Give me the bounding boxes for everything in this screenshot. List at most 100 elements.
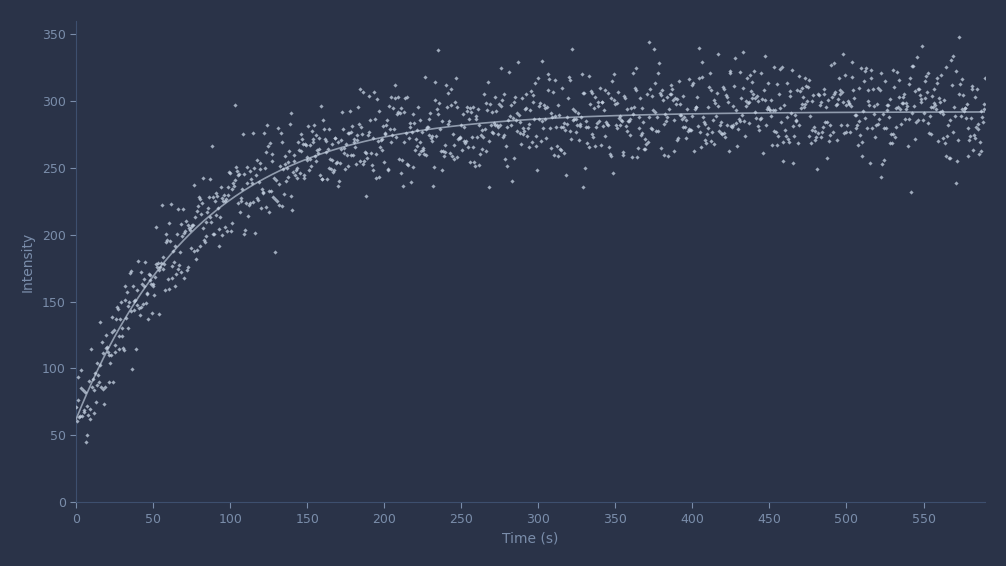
Point [918,71,935,80]
Point [880,101,896,110]
Point [588,93,604,102]
Point [730,125,746,134]
Point [286,150,302,159]
Point [164,274,180,283]
Point [582,86,599,95]
Point [85,374,101,383]
Point [514,94,530,103]
Point [596,105,612,114]
Point [391,108,407,117]
Point [952,33,968,42]
Point [237,198,254,207]
Point [457,138,473,147]
Point [391,155,407,164]
Point [582,100,599,109]
Point [644,125,660,134]
Point [821,136,837,145]
Point [592,84,608,93]
Point [622,114,638,123]
Point [681,124,697,133]
Point [683,126,699,135]
Point [496,131,512,140]
Point [954,105,970,114]
Point [374,145,390,155]
Point [226,100,242,109]
Point [80,410,97,419]
Point [352,156,368,165]
Point [699,130,715,139]
Point [367,149,383,158]
Point [185,247,201,256]
Point [504,176,520,185]
Point [813,97,829,106]
Point [190,201,206,211]
Point [291,145,307,154]
Point [313,102,329,111]
Point [80,376,97,385]
Point [96,348,112,357]
Point [505,98,521,107]
Point [447,97,463,106]
Point [686,147,702,156]
Point [281,158,297,167]
Point [540,85,556,94]
Point [762,106,778,115]
Point [407,145,424,155]
Point [564,45,580,54]
Point [965,146,981,155]
Point [629,85,645,95]
Point [244,198,261,207]
Point [322,155,338,164]
Point [742,86,759,95]
Point [173,220,189,229]
Point [754,94,771,103]
Point [843,102,859,111]
Point [899,102,915,111]
Point [708,89,724,98]
Point [250,177,267,186]
Point [75,408,92,417]
Point [175,205,191,214]
Point [522,106,538,115]
Point [708,111,724,120]
Point [847,110,863,119]
Point [535,123,551,132]
Point [903,61,919,70]
Point [631,124,647,133]
Point [161,285,177,294]
Point [524,138,540,147]
Point [803,139,819,148]
Point [549,151,565,160]
Point [908,53,925,62]
Point [90,371,106,380]
Point [608,120,624,129]
Point [142,271,158,280]
Point [232,194,248,203]
Point [188,254,204,263]
Point [835,97,851,106]
Point [453,133,469,142]
Point [775,138,791,147]
Point [327,134,343,143]
Point [974,147,990,156]
Point [858,63,874,72]
Point [635,118,651,127]
Point [623,131,639,140]
Point [921,111,938,120]
Point [699,124,715,133]
Point [297,139,313,148]
Point [650,126,666,135]
Point [525,91,541,100]
Point [293,130,309,139]
Point [897,98,913,107]
Point [740,118,757,127]
Point [362,115,378,125]
Point [751,125,768,134]
Point [797,74,813,83]
Point [330,137,346,146]
Point [603,94,619,103]
Point [409,126,426,135]
Point [285,168,301,177]
Point [126,296,142,305]
Point [115,344,131,353]
